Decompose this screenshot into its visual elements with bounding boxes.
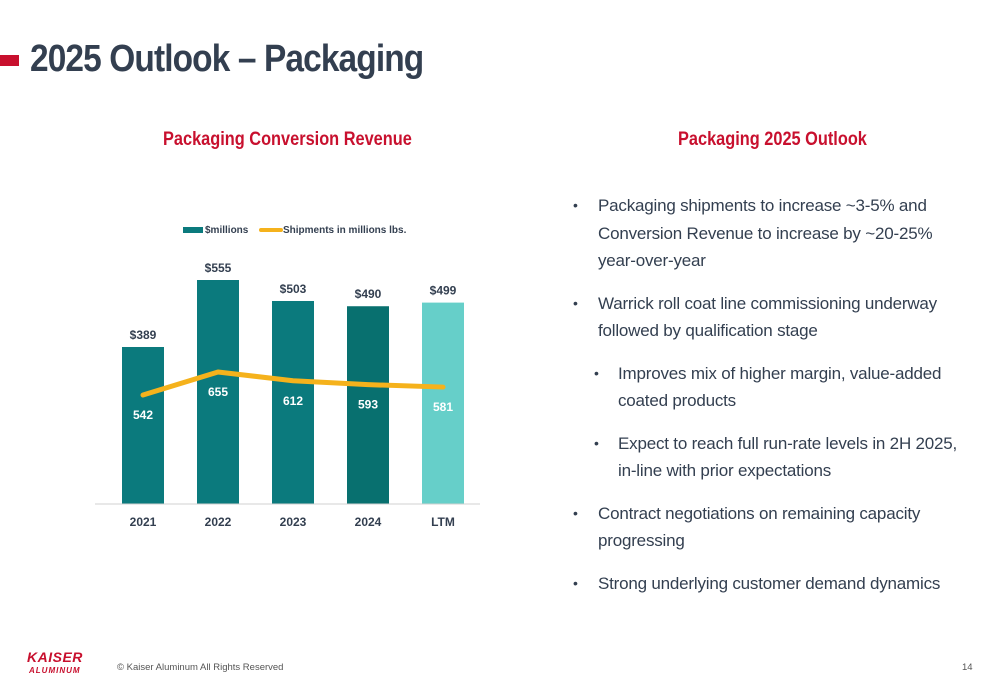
x-tick-label: 2023: [280, 515, 307, 529]
copyright-text: © Kaiser Aluminum All Rights Reserved: [117, 662, 284, 673]
bullet-text: Contract negotiations on remaining capac…: [598, 503, 921, 551]
bar-value-label: $503: [280, 282, 307, 296]
bar-2021: [122, 346, 164, 504]
legend-label-line: Shipments in millions lbs.: [283, 225, 407, 236]
chart-heading: Packaging Conversion Revenue: [163, 129, 412, 150]
title-accent-bar: [0, 55, 19, 66]
logo-text-kaiser: KAISER: [27, 649, 83, 665]
line-value-label: 612: [283, 394, 303, 408]
bullet-icon: •: [594, 364, 599, 381]
page-title: 2025 Outlook – Packaging: [30, 38, 424, 80]
sub-bullet-item: • Expect to reach full run-rate levels in…: [560, 430, 965, 485]
shipments-line: [140, 369, 446, 398]
bullet-icon: •: [573, 504, 578, 521]
legend-swatch-bar: [183, 227, 203, 233]
chart-line-series: [140, 369, 446, 398]
x-axis-ticks: 2021 2022 2023 2024 LTM: [130, 515, 455, 529]
x-tick-label: 2021: [130, 515, 157, 529]
line-value-label: 542: [133, 408, 153, 422]
x-tick-label: 2024: [355, 515, 382, 529]
bar-2022: [197, 280, 239, 504]
bullet-icon: •: [573, 197, 578, 213]
bullet-text: Strong underlying customer demand dynami…: [598, 573, 941, 593]
legend-label-bar: $millions: [205, 225, 249, 236]
bullet-item: • Strong underlying customer demand dynam…: [560, 570, 965, 598]
conversion-revenue-chart: $millions Shipments in millions lbs. $389…: [95, 225, 480, 529]
bar-value-label: $490: [355, 287, 382, 301]
bar-value-label: $555: [205, 261, 232, 275]
bar-2023: [272, 300, 314, 504]
chart-line-labels: 542 655 612 593 581: [133, 385, 453, 422]
bullet-item: • Packaging shipments to increase ~3-5% a…: [560, 192, 965, 275]
line-value-label: 655: [208, 385, 228, 399]
bullet-icon: •: [573, 294, 578, 311]
bullet-text: Improves mix of higher margin, value-add…: [618, 363, 942, 411]
bullet-icon: •: [594, 434, 599, 451]
bullet-text: Warrick roll coat line commissioning und…: [598, 293, 937, 341]
bar-value-label: $389: [130, 328, 157, 342]
x-tick-label: LTM: [431, 515, 455, 529]
sub-bullet-item: • Improves mix of higher margin, value-ad…: [560, 360, 965, 415]
bullet-icon: •: [573, 574, 578, 591]
outlook-bullets: • Packaging shipments to increase ~3-5% a…: [560, 192, 965, 612]
bullet-text: Packaging shipments to increase ~3-5% an…: [598, 196, 933, 270]
bar-2024: [347, 306, 389, 504]
bullet-item: • Warrick roll coat line commissioning un…: [560, 290, 965, 345]
chart-bar-labels: $389 $555 $503 $490 $499: [130, 261, 457, 342]
chart-bars: [122, 280, 464, 504]
chart-legend: $millions Shipments in millions lbs.: [183, 225, 407, 236]
kaiser-aluminum-logo: KAISER ALUMINUM: [27, 649, 83, 675]
bar-LTM: [422, 302, 464, 504]
line-value-label: 593: [358, 398, 378, 412]
x-tick-label: 2022: [205, 515, 232, 529]
logo-text-aluminum: ALUMINUM: [28, 666, 81, 675]
page-number: 14: [962, 662, 973, 673]
bullet-item: • Contract negotiations on remaining capa…: [560, 500, 965, 555]
bullet-text: Expect to reach full run-rate levels in …: [618, 433, 958, 481]
line-value-label: 581: [433, 400, 453, 414]
outlook-heading: Packaging 2025 Outlook: [678, 129, 867, 150]
bar-value-label: $499: [430, 284, 457, 298]
